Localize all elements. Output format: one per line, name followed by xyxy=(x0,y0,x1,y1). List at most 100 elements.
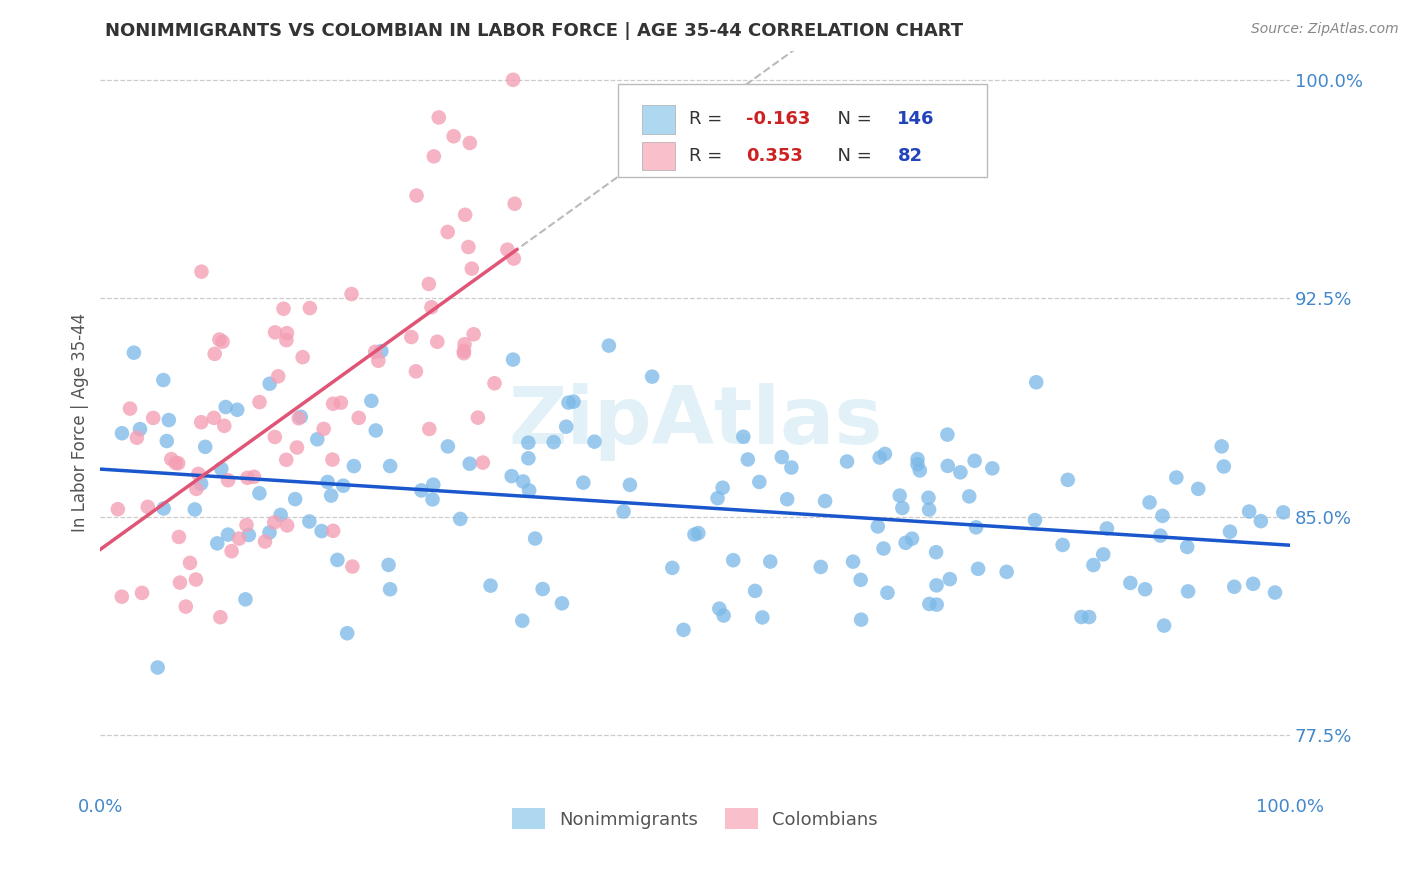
Point xyxy=(613,504,636,518)
Point xyxy=(1177,584,1199,599)
Point xyxy=(965,520,987,534)
Point xyxy=(907,457,929,471)
Point xyxy=(583,434,606,449)
Point xyxy=(810,560,832,574)
Text: ZipAtlas: ZipAtlas xyxy=(508,383,883,461)
Point xyxy=(418,422,440,436)
Point xyxy=(842,555,865,569)
Point xyxy=(502,252,524,266)
Point xyxy=(321,489,343,503)
Point xyxy=(214,418,236,433)
Point xyxy=(1078,610,1101,624)
Point xyxy=(284,492,307,507)
Point xyxy=(496,243,519,257)
Point xyxy=(835,454,858,468)
Point xyxy=(1212,459,1234,474)
Point xyxy=(1092,548,1115,562)
Point xyxy=(873,447,896,461)
Point xyxy=(125,431,148,445)
Point xyxy=(107,502,129,516)
Point xyxy=(733,430,755,444)
Point xyxy=(598,338,620,352)
Point xyxy=(531,582,554,596)
Point xyxy=(111,426,134,441)
Point xyxy=(688,526,710,541)
Point xyxy=(276,452,298,467)
Text: R =: R = xyxy=(689,147,728,165)
Point xyxy=(891,501,914,516)
Point xyxy=(619,478,641,492)
Point xyxy=(849,573,872,587)
Point xyxy=(179,556,201,570)
Point xyxy=(422,477,444,491)
Point xyxy=(377,558,399,572)
Point xyxy=(925,578,948,592)
Point xyxy=(347,410,370,425)
Point xyxy=(776,492,799,507)
Point xyxy=(422,492,444,507)
Point xyxy=(167,530,190,544)
Point xyxy=(364,424,387,438)
Point xyxy=(247,486,270,500)
Point xyxy=(290,409,312,424)
Point xyxy=(1153,618,1175,632)
Point xyxy=(378,458,401,473)
Point xyxy=(917,491,939,505)
Point xyxy=(814,494,837,508)
Point xyxy=(453,346,475,360)
Point xyxy=(562,394,585,409)
FancyBboxPatch shape xyxy=(617,84,987,177)
Point xyxy=(152,373,174,387)
Point xyxy=(936,427,959,442)
Point xyxy=(517,435,540,450)
Point xyxy=(340,287,363,301)
Point xyxy=(287,411,309,425)
Point xyxy=(276,326,298,340)
Point xyxy=(160,452,183,467)
Point xyxy=(557,395,579,409)
Point xyxy=(263,516,285,530)
Point xyxy=(298,301,321,315)
Point xyxy=(443,129,465,144)
Point xyxy=(918,597,941,611)
Point xyxy=(411,483,433,498)
Text: -0.163: -0.163 xyxy=(747,111,811,128)
Point xyxy=(423,149,446,163)
Point xyxy=(204,347,226,361)
Point xyxy=(949,465,972,479)
Point xyxy=(420,300,443,314)
Point xyxy=(641,369,664,384)
Point xyxy=(322,397,344,411)
Point xyxy=(273,301,295,316)
Text: N =: N = xyxy=(827,147,877,165)
Point xyxy=(405,188,427,202)
Point xyxy=(1070,610,1092,624)
Point xyxy=(706,491,728,506)
Point xyxy=(1166,470,1188,484)
Point xyxy=(418,277,440,291)
Point xyxy=(285,441,308,455)
Point xyxy=(981,461,1004,475)
Point xyxy=(146,660,169,674)
Point xyxy=(866,519,889,533)
Point xyxy=(517,451,540,466)
Point xyxy=(401,330,423,344)
Point xyxy=(907,452,929,467)
Point xyxy=(236,471,259,485)
Point xyxy=(889,489,911,503)
Point xyxy=(524,532,547,546)
Point xyxy=(502,352,524,367)
Point xyxy=(458,457,481,471)
Point xyxy=(502,72,524,87)
Point xyxy=(259,376,281,391)
Point xyxy=(672,623,695,637)
Point xyxy=(405,364,427,378)
Point xyxy=(551,596,574,610)
Point xyxy=(184,573,207,587)
Point xyxy=(336,626,359,640)
Text: 146: 146 xyxy=(897,111,935,128)
Point xyxy=(453,343,475,358)
Point xyxy=(479,579,502,593)
Point xyxy=(215,400,238,414)
Point xyxy=(467,410,489,425)
